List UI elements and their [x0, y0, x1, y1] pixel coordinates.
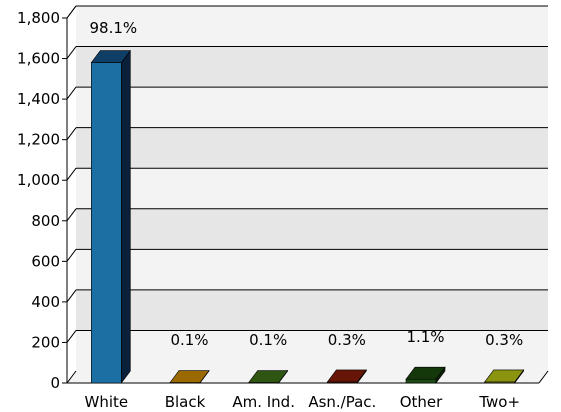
bar-top — [484, 369, 525, 383]
grid-band — [76, 289, 548, 331]
grid-band — [76, 6, 548, 47]
y-tick-label: 1,200 — [17, 131, 60, 149]
x-tick-label: Black — [165, 393, 206, 411]
gridline-join — [66, 249, 77, 262]
bar-top — [326, 369, 367, 383]
gridlines — [66, 5, 548, 384]
x-axis-side-edge — [538, 370, 549, 384]
x-tick-label: Am. Ind. — [232, 393, 295, 411]
grid-band — [76, 87, 548, 128]
grid-band — [76, 249, 548, 290]
y-tick-label: 1,800 — [17, 9, 60, 27]
y-tick-label: 800 — [31, 212, 60, 230]
y-axis-ticks: 0 200 400 600 800 1,000 1,200 1,400 1,600 1,800 — [17, 9, 67, 392]
bar-front — [405, 378, 437, 384]
y-tick-label: 0 — [50, 374, 60, 392]
gridline-join — [66, 167, 77, 181]
bar — [169, 369, 210, 384]
y-tick-label: 1,000 — [17, 171, 60, 189]
data-label: 0.3% — [485, 331, 523, 349]
bar-side — [121, 49, 131, 384]
x-tick-label: Two+ — [478, 393, 520, 411]
grid-band — [76, 330, 548, 371]
grid-band — [76, 168, 548, 209]
data-label: 0.3% — [328, 331, 366, 349]
grid-band — [76, 46, 548, 88]
x-axis-labels: White Black Am. Ind. Asn./Pac. Other Two+ — [85, 393, 520, 411]
gridline-join — [66, 127, 77, 140]
bar — [90, 49, 131, 384]
bar — [248, 369, 289, 384]
axes — [66, 5, 77, 383]
data-labels: 98.1% 0.1% 0.1% 0.3% 1.1% 0.3% — [90, 19, 524, 349]
grid-band — [76, 208, 548, 250]
plot-background — [67, 6, 549, 384]
gridline-join — [66, 330, 77, 343]
y-axis-back-edge — [66, 5, 77, 19]
x-tick-label: Asn./Pac. — [308, 393, 376, 411]
x-tick-label: Other — [400, 393, 443, 411]
gridline-join — [66, 289, 77, 303]
bar-top — [90, 50, 131, 63]
bar — [484, 369, 525, 384]
data-label: 98.1% — [90, 19, 138, 37]
data-label: 0.1% — [170, 331, 208, 349]
bar-top — [405, 366, 446, 380]
bar-top — [248, 370, 289, 383]
gridline-join — [66, 46, 77, 59]
y-tick-label: 600 — [31, 252, 60, 270]
bars — [90, 49, 525, 384]
y-tick-label: 200 — [31, 333, 60, 351]
data-label: 0.1% — [249, 331, 287, 349]
grid-band — [76, 127, 548, 169]
bar-top — [169, 370, 210, 383]
y-tick-label: 400 — [31, 293, 60, 311]
data-label: 1.1% — [406, 328, 444, 346]
bar — [326, 369, 367, 384]
y-tick-label: 1,600 — [17, 50, 60, 68]
y-tick-label: 1,400 — [17, 90, 60, 108]
plot-floor — [67, 371, 548, 383]
gridline-join — [66, 208, 77, 222]
bar-front — [91, 62, 122, 384]
gridline-join — [66, 370, 77, 384]
gridline-join — [66, 86, 77, 100]
bar — [405, 366, 446, 384]
x-tick-label: White — [85, 393, 129, 411]
